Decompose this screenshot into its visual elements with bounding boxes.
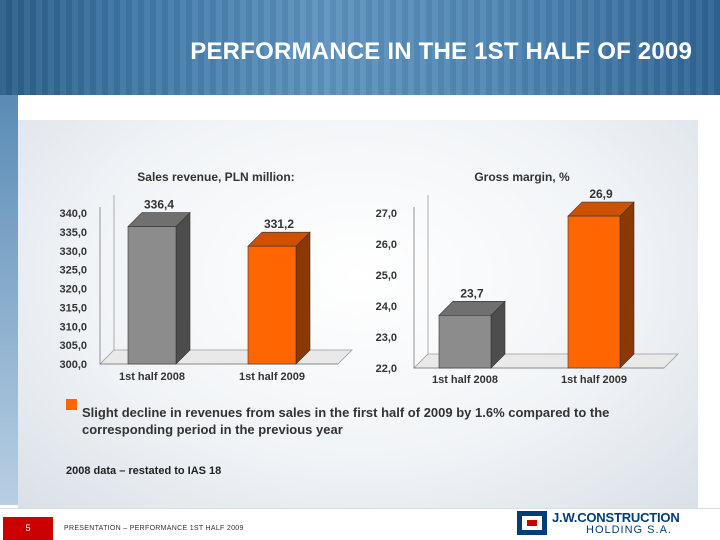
bullet-marker: [66, 399, 77, 410]
bar-data-label: 23,7: [460, 286, 484, 300]
y-tick-label: 300,0: [59, 359, 87, 371]
y-tick-label: 305,0: [59, 340, 87, 352]
bar-data-label: 26,9: [589, 187, 613, 201]
y-tick-label: 26,0: [376, 239, 397, 251]
y-tick-label: 22,0: [376, 363, 397, 375]
y-tick-label: 24,0: [376, 301, 397, 313]
y-tick-label: 310,0: [59, 321, 87, 333]
x-category-label: 1st half 2008: [119, 371, 185, 383]
x-category-label: 1st half 2008: [432, 374, 498, 386]
footer-bar: [0, 508, 720, 540]
bar: [567, 215, 621, 369]
y-tick-label: 25,0: [376, 270, 397, 282]
restatement-note: 2008 data – restated to IAS 18: [66, 465, 222, 477]
y-tick-label: 315,0: [59, 302, 87, 314]
charts-canvas: Sales revenue, PLN million: 300,0 305,0 310…: [59, 170, 679, 386]
bar: [438, 314, 492, 369]
bar-side: [175, 211, 191, 365]
chart-title: Sales revenue, PLN million:: [137, 170, 294, 184]
footer-caption: PRESENTATION – PERFORMANCE 1ST HALF 2009: [64, 525, 244, 532]
y-tick-label: 330,0: [59, 246, 87, 258]
y-tick-label: 335,0: [59, 227, 87, 239]
bar-data-label: 331,2: [264, 217, 294, 231]
bar-side: [619, 201, 635, 369]
y-tick-label: 325,0: [59, 265, 87, 277]
x-category-label: 1st half 2009: [561, 374, 627, 386]
chart-title: Gross margin, %: [474, 170, 570, 184]
y-tick-label: 23,0: [376, 332, 397, 344]
y-tick-label: 340,0: [59, 208, 87, 220]
page-number: 5: [3, 517, 53, 540]
bar: [247, 245, 297, 365]
header-banner: [0, 0, 720, 95]
bar-side: [295, 231, 311, 365]
x-category-label: 1st half 2009: [239, 371, 305, 383]
left-decor-stripe: [0, 95, 18, 505]
bar: [127, 226, 177, 365]
y-tick-label: 320,0: [59, 284, 87, 296]
company-subname: HOLDING S.A.: [586, 524, 672, 536]
y-tick-label: 27,0: [376, 208, 397, 220]
bullet-text: Slight decline in revenues from sales in…: [82, 405, 610, 437]
company-name: J.W.CONSTRUCTION: [552, 510, 680, 525]
bar-data-label: 336,4: [144, 198, 174, 212]
page-title: PERFORMANCE IN THE 1ST HALF OF 2009: [190, 38, 692, 65]
company-logo-icon: [517, 511, 547, 535]
